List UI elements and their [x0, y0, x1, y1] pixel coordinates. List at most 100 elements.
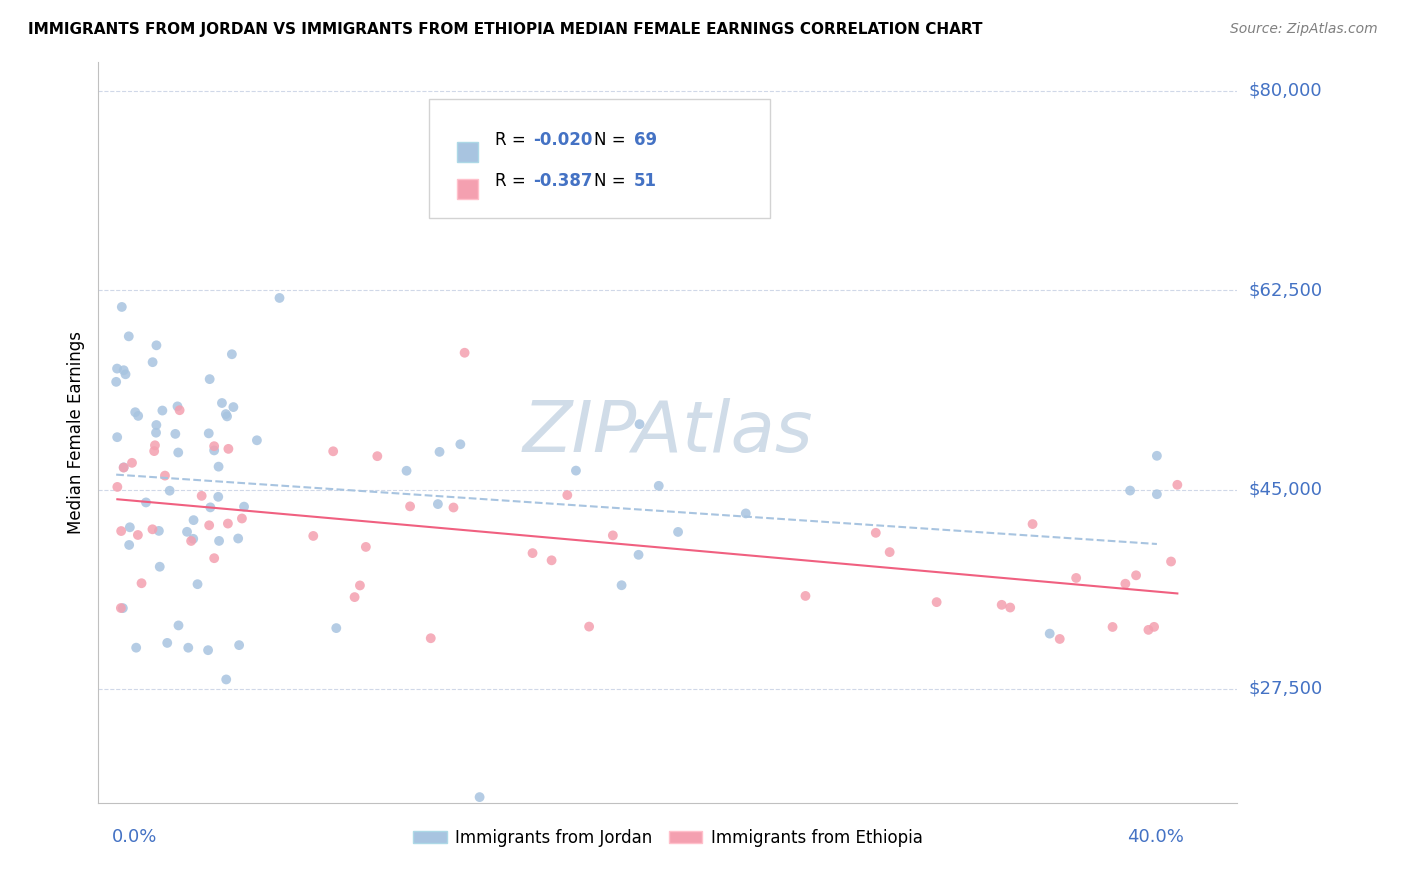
Point [349, 578, 371, 592]
Point [246, 434, 269, 448]
Point [1143, 620, 1166, 634]
Point [143, 444, 166, 458]
Point [145, 338, 167, 352]
Point [1049, 632, 1071, 646]
Text: $80,000: $80,000 [1249, 82, 1322, 100]
Point [177, 640, 200, 655]
Text: ZIPAtlas: ZIPAtlas [523, 398, 813, 467]
FancyBboxPatch shape [457, 179, 478, 200]
Text: R =: R = [495, 131, 530, 149]
Point [197, 643, 219, 657]
Point [124, 405, 146, 419]
Point [217, 516, 239, 531]
Point [540, 553, 562, 567]
Point [110, 601, 132, 615]
Point [453, 345, 475, 359]
Point [1101, 620, 1123, 634]
Point [217, 442, 239, 456]
Point [555, 488, 578, 502]
Point [1064, 571, 1087, 585]
Point [628, 417, 651, 432]
Text: $62,500: $62,500 [1249, 281, 1323, 299]
Text: 69: 69 [634, 131, 657, 149]
Point [1137, 623, 1160, 637]
Point [879, 545, 901, 559]
Point [125, 640, 148, 655]
Point [114, 368, 136, 382]
Point [215, 407, 238, 421]
Point [153, 468, 176, 483]
Point [208, 533, 231, 548]
Point [112, 460, 135, 475]
Point [149, 559, 172, 574]
Point [215, 673, 238, 687]
Point [202, 551, 225, 566]
Point [322, 444, 344, 458]
Point [111, 601, 134, 615]
Point [1166, 478, 1188, 492]
Point [734, 507, 756, 521]
Point [121, 456, 143, 470]
Point [142, 355, 165, 369]
Point [429, 445, 451, 459]
Point [135, 495, 157, 509]
Text: IMMIGRANTS FROM JORDAN VS IMMIGRANTS FROM ETHIOPIA MEDIAN FEMALE EARNINGS CORREL: IMMIGRANTS FROM JORDAN VS IMMIGRANTS FRO… [28, 22, 983, 37]
Text: N =: N = [593, 131, 631, 149]
Y-axis label: Median Female Earnings: Median Female Earnings [66, 331, 84, 534]
Point [998, 600, 1021, 615]
Point [865, 525, 887, 540]
Point [167, 618, 190, 632]
Point [202, 439, 225, 453]
Point [222, 400, 245, 414]
Point [1146, 487, 1168, 501]
Point [419, 632, 441, 646]
Point [105, 361, 128, 376]
Point [565, 464, 588, 478]
Point [343, 590, 366, 604]
Point [190, 489, 212, 503]
Point [602, 528, 624, 542]
Point [180, 533, 202, 548]
Point [1114, 576, 1136, 591]
Text: Source: ZipAtlas.com: Source: ZipAtlas.com [1230, 22, 1378, 37]
Legend: Immigrants from Jordan, Immigrants from Ethiopia: Immigrants from Jordan, Immigrants from … [406, 822, 929, 854]
Point [105, 430, 128, 444]
Point [118, 520, 141, 534]
Point [156, 636, 179, 650]
Point [145, 417, 167, 432]
Text: -0.020: -0.020 [533, 131, 593, 149]
Point [167, 445, 190, 459]
Point [198, 372, 221, 386]
Point [399, 500, 422, 514]
Point [443, 500, 465, 515]
Text: N =: N = [593, 172, 631, 190]
Point [426, 497, 449, 511]
Point [395, 464, 418, 478]
Point [1021, 517, 1043, 532]
Point [231, 511, 253, 525]
Point [302, 529, 325, 543]
Point [166, 400, 188, 414]
Point [169, 403, 191, 417]
Point [1119, 483, 1142, 498]
Point [141, 522, 163, 536]
Point [118, 329, 141, 343]
Point [366, 449, 388, 463]
Point [112, 363, 135, 377]
Point [200, 500, 222, 515]
Text: 40.0%: 40.0% [1126, 828, 1184, 846]
Text: -0.387: -0.387 [533, 172, 593, 190]
Point [1160, 554, 1182, 568]
Point [627, 548, 650, 562]
Point [143, 438, 166, 452]
Point [325, 621, 347, 635]
Point [197, 426, 219, 441]
Point [181, 532, 204, 546]
Point [211, 396, 233, 410]
Point [228, 638, 250, 652]
Point [269, 291, 291, 305]
Point [610, 578, 633, 592]
Point [127, 409, 149, 423]
Point [925, 595, 948, 609]
Point [666, 524, 689, 539]
